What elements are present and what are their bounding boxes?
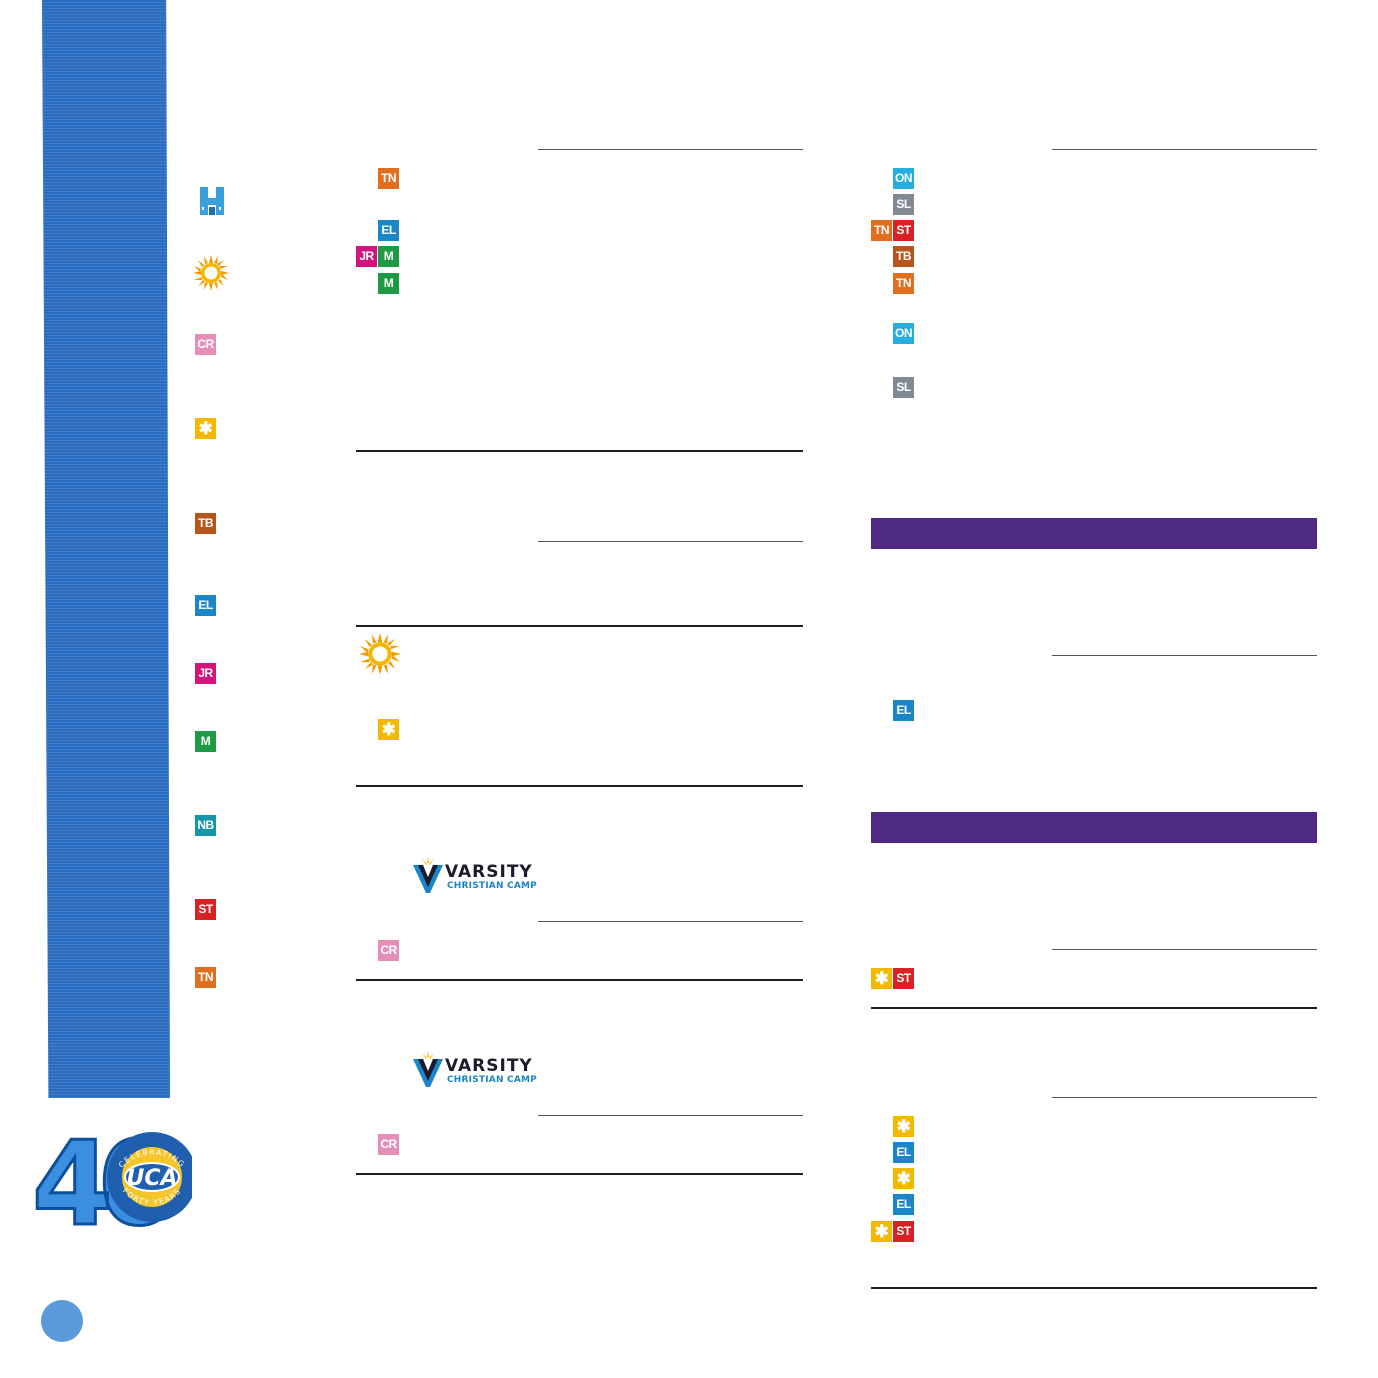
- badge-jr: JR: [195, 663, 216, 684]
- badge-sl: SL: [893, 377, 914, 398]
- badge-tn: TN: [893, 273, 914, 294]
- badge-star: ✱: [378, 719, 399, 740]
- badge-star: ✱: [195, 418, 216, 439]
- varsity-christian-camp-logo: VARSITY CHRISTIAN CAMP: [413, 857, 537, 897]
- badge-tn: TN: [195, 967, 216, 988]
- badge-star: ✱: [893, 1116, 914, 1137]
- hotel-icon: [200, 187, 224, 215]
- badge-m: M: [378, 246, 399, 267]
- varsity-subtitle: CHRISTIAN CAMP: [447, 1075, 537, 1085]
- badge-tn: TN: [378, 168, 399, 189]
- badge-cr: CR: [195, 334, 216, 355]
- badge-el: EL: [893, 700, 914, 721]
- uca-wordmark: UCA: [126, 1166, 177, 1191]
- badge-star: ✱: [893, 1168, 914, 1189]
- badge-star: ✱: [871, 1221, 892, 1242]
- page-marker-dot: [41, 1300, 83, 1342]
- section-divider: [356, 1173, 803, 1175]
- badge-el: EL: [195, 595, 216, 616]
- badge-tb: TB: [893, 246, 914, 267]
- varsity-v-icon: [413, 857, 443, 893]
- badge-jr: JR: [356, 246, 377, 267]
- section-divider: [356, 785, 803, 787]
- badge-st: ST: [893, 220, 914, 241]
- badge-st: ST: [195, 899, 216, 920]
- section-header-bar: [871, 518, 1317, 549]
- section-divider: [871, 1007, 1317, 1009]
- uca-forty-years-logo: 40 UCA CELEBRATING FORTY YEARS: [32, 1122, 192, 1232]
- divider: [1052, 655, 1317, 656]
- badge-el: EL: [893, 1142, 914, 1163]
- sun-icon: [193, 255, 229, 291]
- badge-star: ✱: [871, 968, 892, 989]
- divider: [538, 541, 803, 542]
- badge-tn: TN: [871, 220, 892, 241]
- section-divider: [356, 625, 803, 627]
- badge-m: M: [195, 731, 216, 752]
- sun-icon: [359, 633, 401, 675]
- varsity-word: VARSITY: [445, 862, 533, 882]
- section-header-bar: [871, 812, 1317, 843]
- badge-on: ON: [893, 323, 914, 344]
- badge-cr: CR: [378, 1134, 399, 1155]
- varsity-word: VARSITY: [445, 1056, 533, 1076]
- badge-tb: TB: [195, 513, 216, 534]
- section-divider: [871, 1287, 1317, 1289]
- divider: [1052, 949, 1317, 950]
- section-divider: [356, 450, 803, 452]
- badge-el: EL: [893, 1194, 914, 1215]
- badge-sl: SL: [893, 194, 914, 215]
- blue-ribbon: [42, 0, 170, 1098]
- varsity-christian-camp-logo: VARSITY CHRISTIAN CAMP: [413, 1051, 537, 1091]
- badge-st: ST: [893, 968, 914, 989]
- badge-cr: CR: [378, 940, 399, 961]
- varsity-subtitle: CHRISTIAN CAMP: [447, 881, 537, 891]
- divider: [538, 149, 803, 150]
- varsity-v-icon: [413, 1051, 443, 1087]
- section-divider: [356, 979, 803, 981]
- divider: [538, 1115, 803, 1116]
- divider: [1052, 149, 1317, 150]
- badge-st: ST: [893, 1221, 914, 1242]
- badge-m: M: [378, 273, 399, 294]
- divider: [538, 921, 803, 922]
- badge-el: EL: [378, 220, 399, 241]
- divider: [1052, 1097, 1317, 1098]
- badge-nb: NB: [195, 815, 216, 836]
- badge-on: ON: [893, 168, 914, 189]
